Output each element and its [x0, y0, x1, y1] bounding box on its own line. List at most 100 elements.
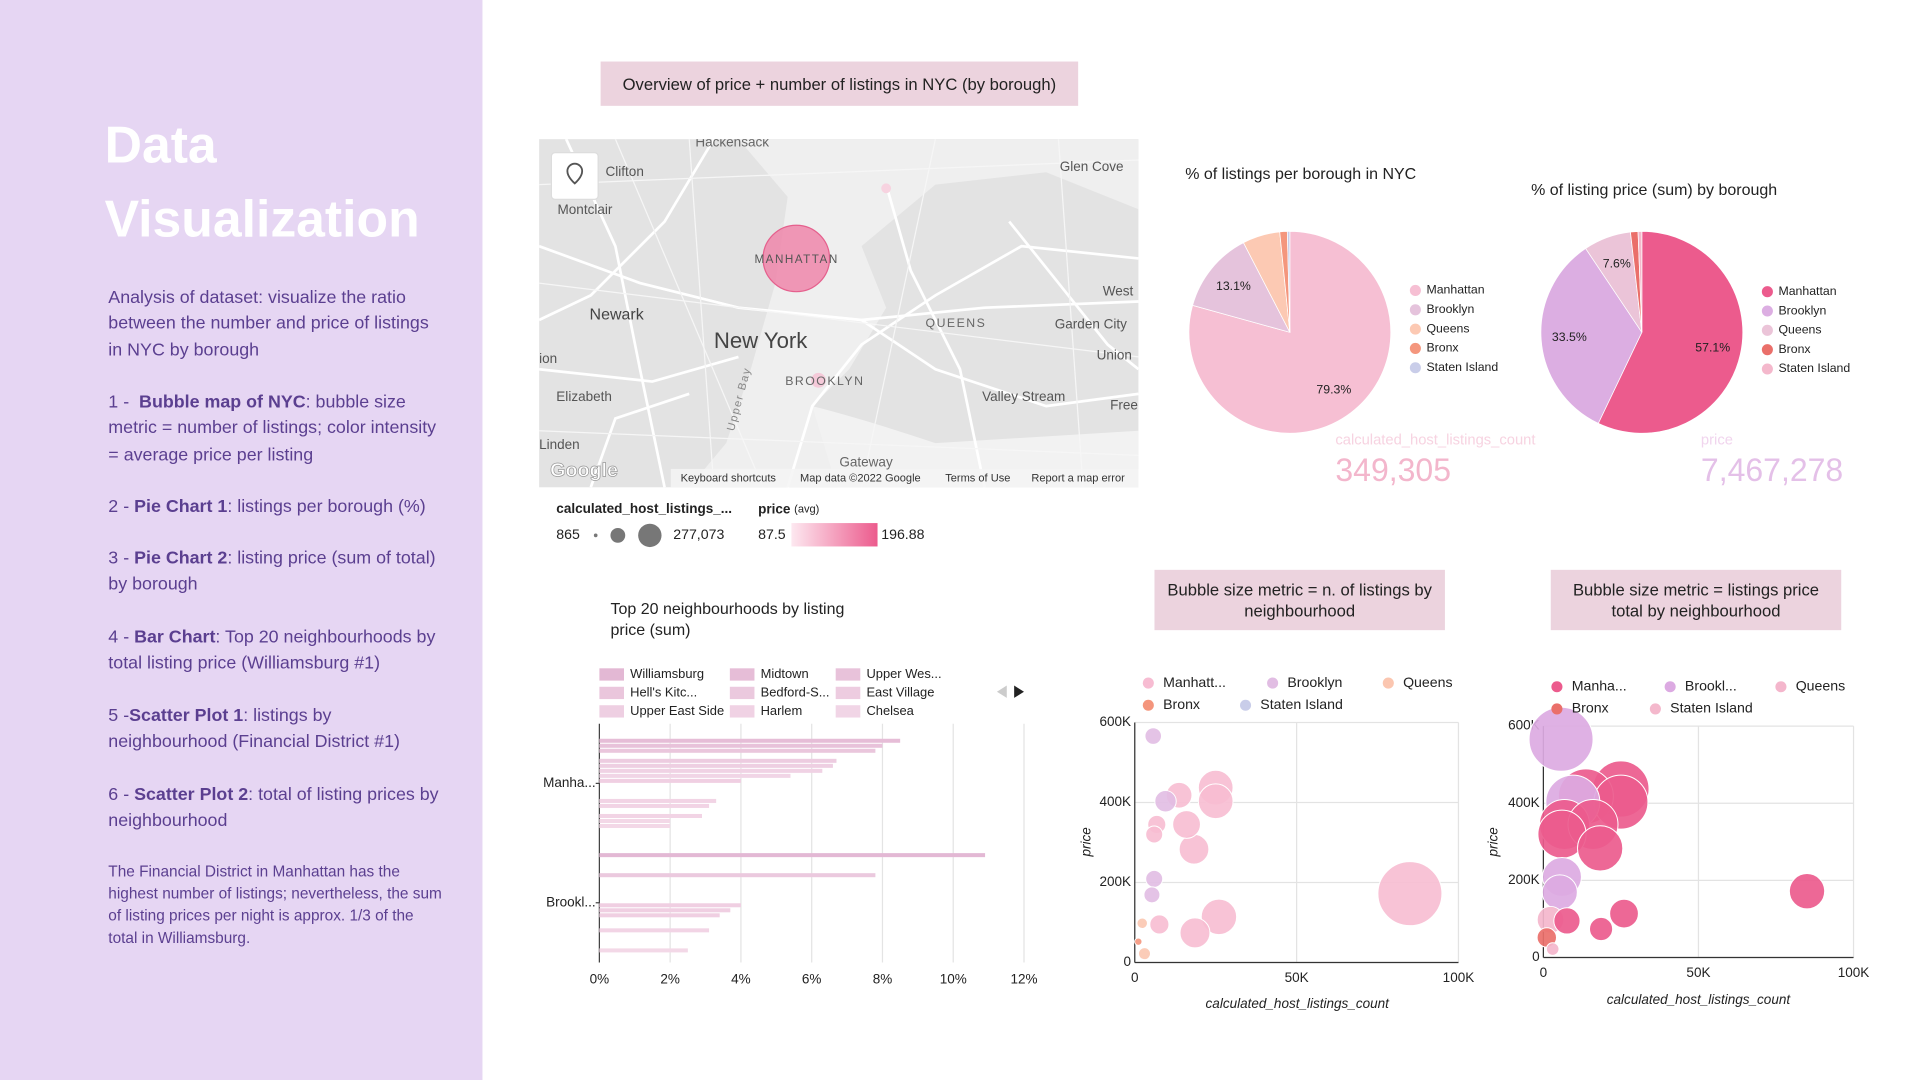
data-label: 57.1% — [1695, 341, 1730, 355]
bar — [599, 758, 837, 763]
item-text: : Top 20 neighbourhoods by total listing… — [108, 627, 441, 674]
bubble — [1136, 917, 1148, 930]
pie-slice — [1637, 231, 1643, 333]
item-name: Scatter Plot 1 — [129, 706, 244, 727]
header-box: Overview of price + number of listings i… — [600, 61, 1079, 106]
map-footer-link[interactable]: Map data ©2022 Google — [800, 473, 921, 485]
legend-swatch — [1551, 681, 1563, 693]
legend-label: Manhatt... — [1163, 674, 1226, 690]
legend-dot — [610, 527, 626, 543]
legend-label: Hell's Kitc... — [630, 684, 697, 699]
chart-title: % of listing price (sum) by borough — [1531, 182, 1777, 199]
legend-swatch — [1239, 699, 1252, 711]
legend-swatch — [599, 668, 624, 681]
legend-next[interactable] — [1014, 685, 1024, 698]
bubble — [1200, 898, 1238, 936]
pie-slice — [1597, 231, 1744, 434]
map-footer-link[interactable]: Terms of Use — [945, 473, 1010, 485]
x-tick-label: 0 — [1131, 970, 1139, 985]
legend-label: Bronx — [1426, 341, 1459, 355]
x-tick-label: 10% — [940, 971, 967, 986]
bar — [599, 798, 717, 803]
y-axis-title: price — [1078, 827, 1093, 858]
sidebar-item: 4 - Bar Chart: Top 20 neighbourhoods by … — [108, 625, 443, 677]
legend-max: 277,073 — [673, 526, 724, 542]
legend-swatch — [1664, 681, 1676, 693]
bubble — [1149, 914, 1170, 935]
legend-label: Midtown — [761, 666, 809, 681]
bar — [599, 763, 833, 768]
y-tick-label: 200K — [1099, 874, 1131, 889]
legend-label: Manhattan — [1426, 283, 1484, 297]
legend-label: Queens — [1426, 321, 1469, 335]
chart-title-box: Bubble size metric = n. of listings by n… — [1154, 569, 1445, 631]
sidebar-item: 5 -Scatter Plot 1: listings by neighbour… — [108, 704, 443, 756]
map-label: Gateway — [839, 454, 893, 469]
x-axis-title: calculated_host_listings_count — [1607, 992, 1792, 1007]
legend-label: Staten Island — [1260, 696, 1343, 712]
legend-swatch — [1761, 286, 1773, 298]
map-label: QUEENS — [926, 316, 987, 330]
legend-label: Williamsburg — [630, 666, 704, 681]
legend-max: 196.88 — [881, 526, 924, 542]
legend-label: Bronx — [1572, 700, 1609, 716]
kpi-value: 349,305 — [1335, 452, 1451, 488]
kpi-value: 7,467,278 — [1701, 452, 1843, 488]
item-number: 6 - — [108, 785, 135, 805]
map-footer-link[interactable]: Keyboard shortcuts — [681, 473, 777, 485]
item-name: Pie Chart 1 — [134, 497, 228, 517]
legend-label: Upper East Side — [630, 703, 724, 718]
bar — [599, 743, 883, 748]
legend-swatch — [1142, 677, 1154, 689]
legend-swatch — [1409, 304, 1421, 316]
x-axis-title: calculated_host_listings_count — [1206, 996, 1391, 1011]
map-label: West — [1103, 283, 1134, 298]
sidebar-item: 3 - Pie Chart 2: listing price (sum of t… — [108, 546, 443, 598]
legend-prev[interactable] — [996, 685, 1007, 698]
bubble — [1154, 790, 1177, 813]
chart-title: Bubble size metric = listings price tota… — [1572, 580, 1820, 620]
bubble — [1609, 898, 1639, 929]
legend-swatch — [1142, 699, 1154, 711]
legend-swatch — [1409, 284, 1421, 296]
bar — [599, 748, 876, 753]
legend-swatch — [1409, 362, 1421, 374]
legend-label: Brookl... — [1685, 678, 1737, 694]
legend-swatch — [729, 705, 755, 718]
location-button[interactable] — [550, 151, 599, 200]
kpi-label: price — [1701, 433, 1733, 449]
map-label: Free — [1110, 398, 1138, 413]
item-name: Scatter Plot 2 — [134, 785, 249, 805]
item-number: 2 - — [108, 497, 135, 517]
y-tick-label: 0 — [1124, 954, 1132, 969]
legend-label: East Village — [866, 684, 934, 699]
item-text: : total of listing prices by neighbourho… — [108, 785, 444, 832]
map[interactable]: Hackensack Clifton Montclair Glen Cove Newar… — [539, 134, 1139, 488]
legend-label: Upper Wes... — [866, 666, 941, 681]
bubble — [1197, 783, 1234, 820]
legend-title: price (avg) — [758, 501, 819, 516]
item-number: 5 - — [108, 706, 130, 727]
item-name: Pie Chart 2 — [134, 548, 228, 569]
item-number: 4 - — [108, 627, 135, 648]
sidebar-item: 6 - Scatter Plot 2: total of listing pri… — [108, 783, 443, 835]
bubble — [1179, 917, 1211, 949]
legend-gradient — [791, 523, 878, 547]
x-tick-label: 12% — [1010, 971, 1037, 986]
legend-min: 87.5 — [758, 526, 786, 542]
item-number: 3 - — [108, 548, 135, 569]
map-label: New York — [714, 328, 808, 353]
map-label: Glen Cove — [1060, 159, 1124, 174]
x-tick-label: 100K — [1443, 970, 1475, 985]
chart-title: % of listings per borough in NYC — [1185, 166, 1416, 183]
bubble — [1134, 937, 1143, 946]
map-footer-link[interactable]: Report a map error — [1031, 473, 1125, 485]
y-tick-label: 400K — [1508, 795, 1540, 810]
bubble — [1545, 942, 1560, 956]
data-label: 33.5% — [1552, 330, 1587, 344]
item-text: : bubble size metric = number of listing… — [108, 392, 442, 465]
